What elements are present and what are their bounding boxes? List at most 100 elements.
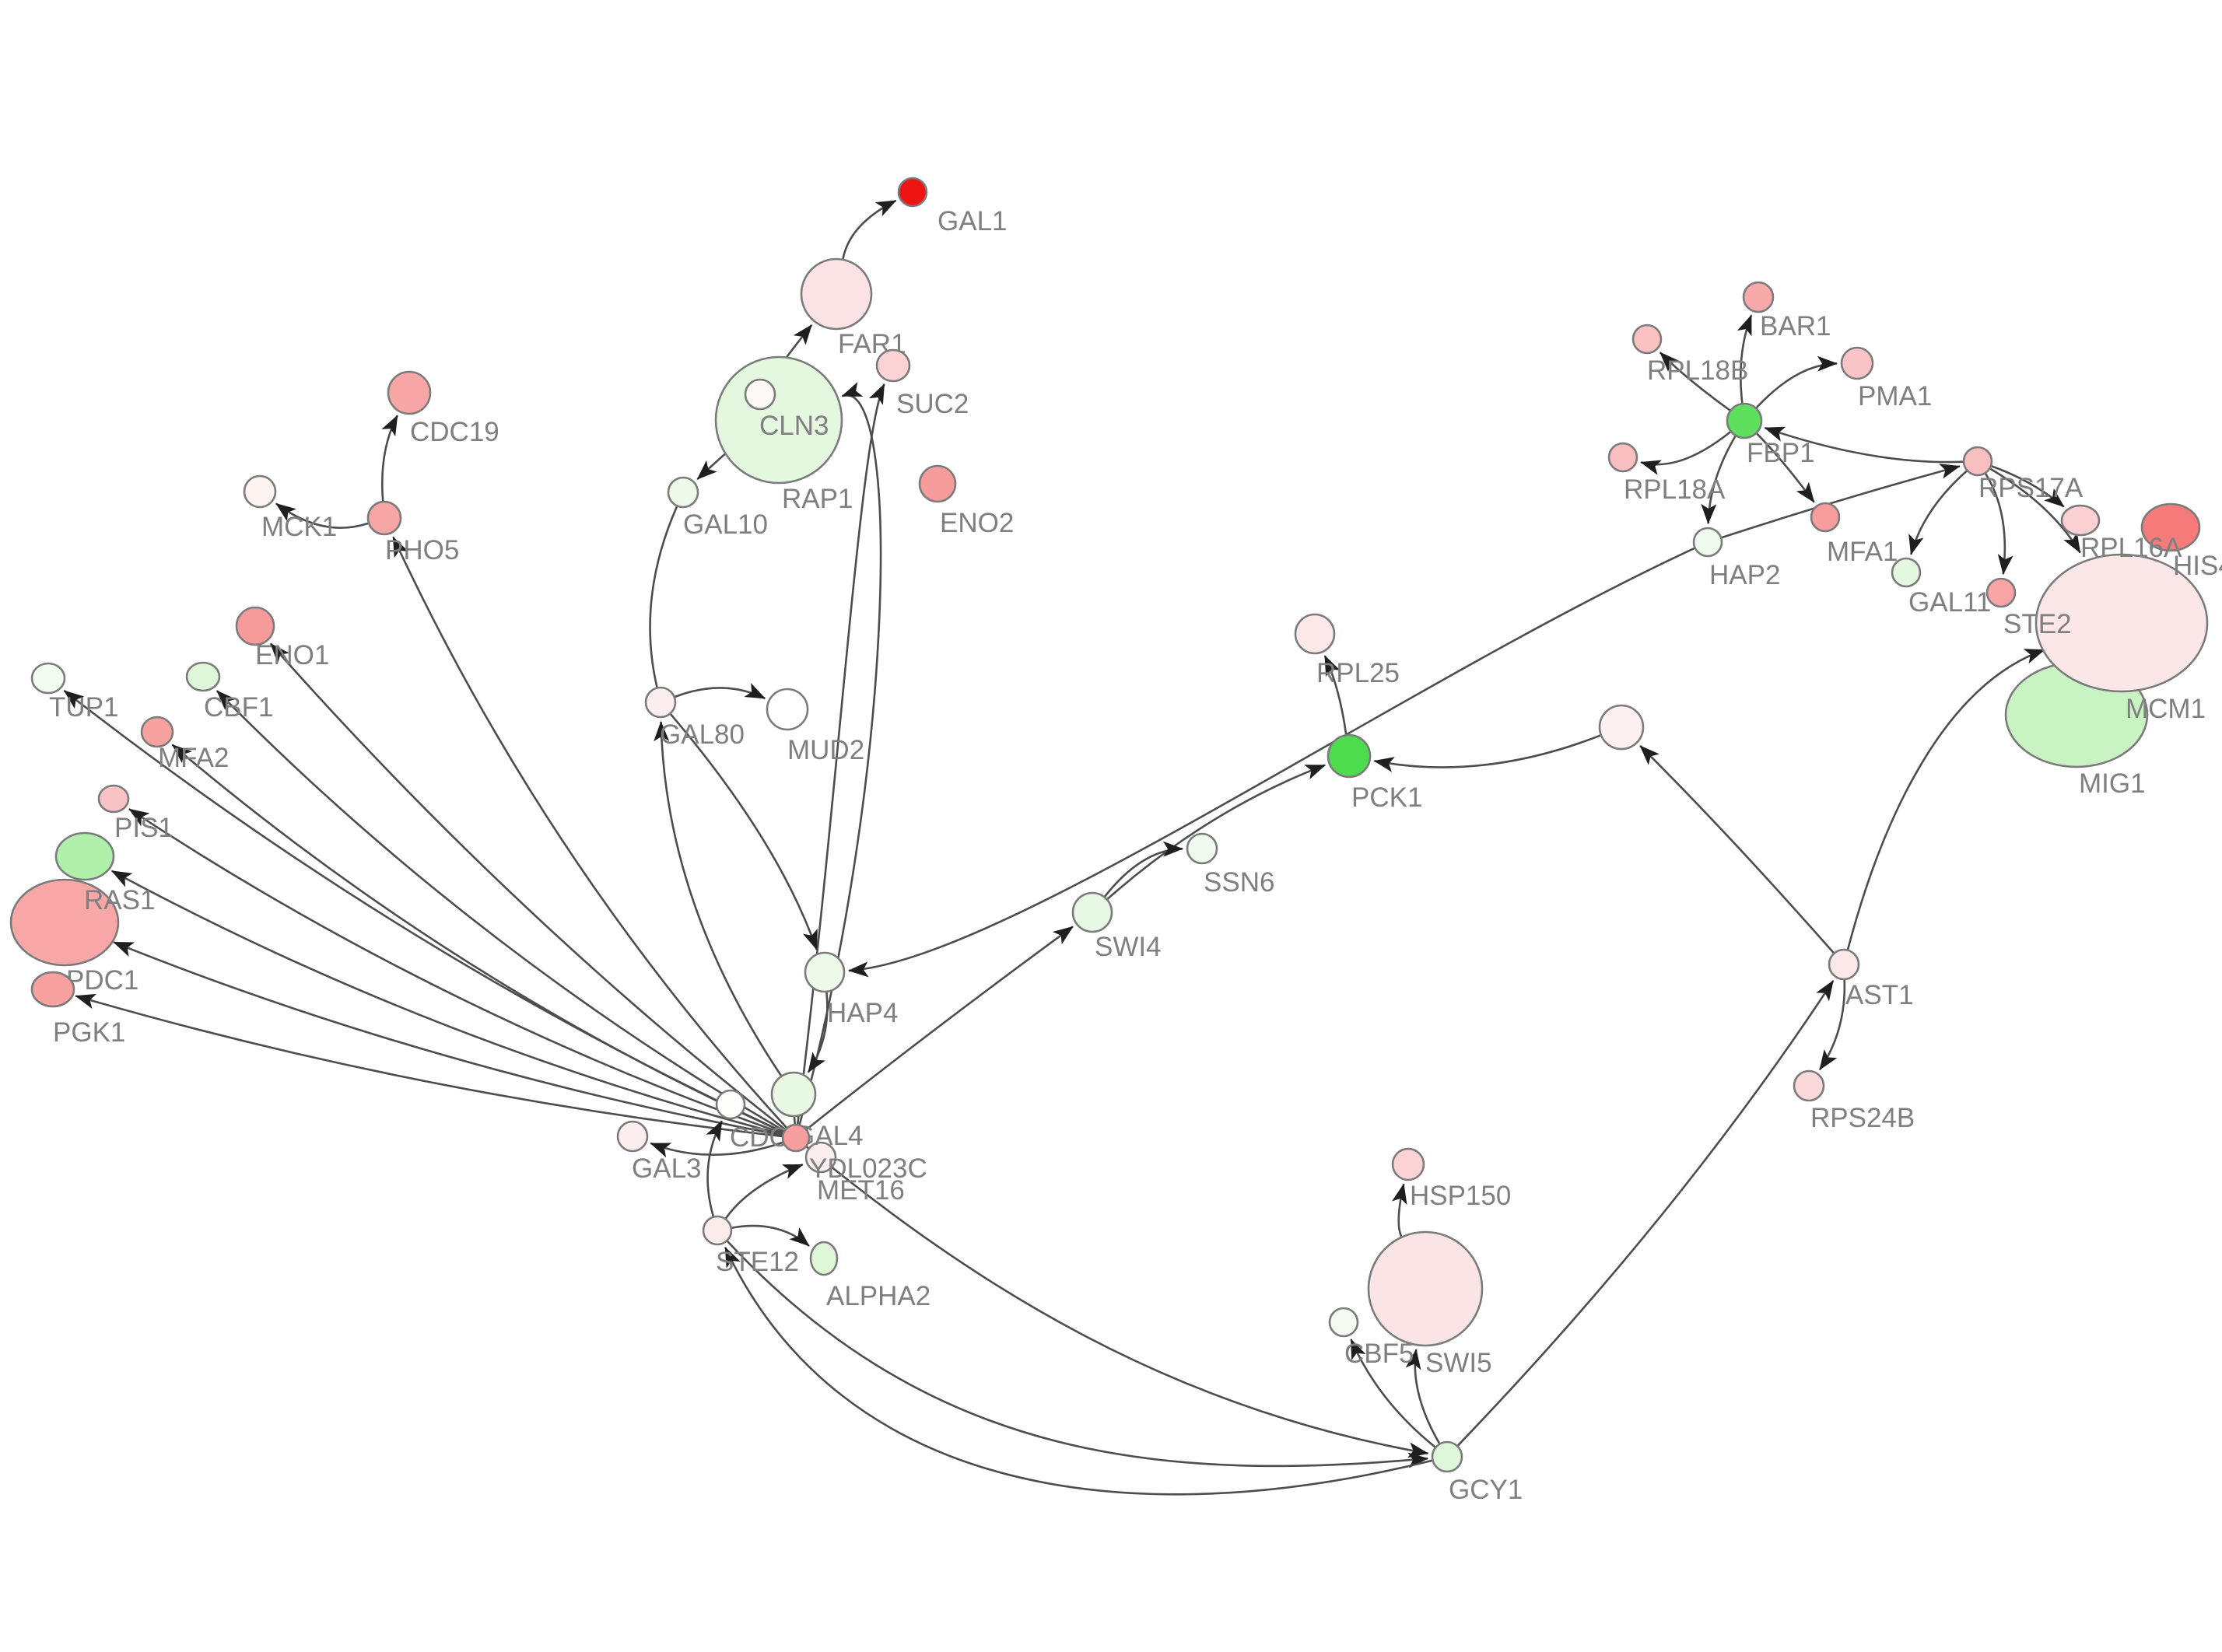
edge-FAR1-GAL1[interactable] [842, 199, 897, 260]
node-MFA1[interactable] [1810, 502, 1841, 533]
node-CBF5[interactable] [1328, 1307, 1359, 1338]
node-GAL1[interactable] [897, 177, 928, 208]
node-RPS17A[interactable] [1962, 446, 1993, 477]
node-RPL25[interactable] [1294, 613, 1336, 655]
edge-FBP1-RPL18B[interactable] [1659, 352, 1731, 411]
node-RAS1[interactable] [54, 831, 115, 881]
node-GAL11[interactable] [1891, 557, 1922, 588]
node-FBP1[interactable] [1726, 402, 1763, 439]
node-GAL80[interactable] [644, 686, 677, 719]
edge-YDL023C-PIS1[interactable] [128, 808, 783, 1135]
edge-GCY1-AST1[interactable] [1456, 980, 1835, 1447]
edge-PHO5-MCK1[interactable] [275, 502, 369, 529]
node-UNNAMED[interactable] [1598, 704, 1645, 751]
edge-STE12-CDC6[interactable] [706, 1120, 723, 1217]
edge-FBP1-PMA1[interactable] [1755, 355, 1838, 409]
node-MFA2[interactable] [140, 716, 174, 748]
edge-RPS17A-MCM1[interactable] [1989, 467, 2081, 554]
node-AST1[interactable] [1828, 948, 1860, 981]
node-CDC19[interactable] [387, 370, 432, 415]
edge-RPS17A-GAL11[interactable] [1908, 470, 1968, 555]
edge-RPS17A-RPL16A[interactable] [1991, 465, 2065, 508]
node-RPL16A[interactable] [2060, 504, 2101, 537]
edge-RAP1-GAL10[interactable] [696, 453, 726, 480]
node-ALPHA2[interactable] [809, 1241, 839, 1276]
edge-GAL4-GAL80[interactable] [654, 720, 782, 1076]
node-RPL18B[interactable] [1631, 324, 1663, 355]
edge-FBP1-MFA1[interactable] [1756, 432, 1815, 503]
node-PMA1[interactable] [1840, 346, 1874, 380]
node-ENO2[interactable] [918, 464, 957, 503]
node-HIS4[interactable] [2140, 502, 2201, 552]
node-TUP1[interactable] [30, 662, 66, 695]
edge-FBP1-HAP2[interactable] [1701, 436, 1737, 525]
edge-STE12-ALPHA2[interactable] [731, 1224, 810, 1247]
node-SSN6[interactable] [1186, 832, 1218, 865]
edge-GAL80-MUD2[interactable] [675, 683, 766, 700]
node-GAL4[interactable] [770, 1071, 817, 1118]
node-MCK1[interactable] [243, 474, 277, 509]
edge-RPS17A-STE2[interactable] [1984, 473, 2013, 576]
edge-FBP1-BAR1[interactable] [1737, 314, 1753, 404]
edge-AST1-MCM1[interactable] [1846, 649, 2045, 950]
edge-YDL023C-ENO1[interactable] [269, 642, 786, 1130]
edge-HAP4-GAL4[interactable] [807, 992, 829, 1073]
node-PGK1[interactable] [30, 971, 75, 1008]
edge-SWI5-HSP150[interactable] [1391, 1183, 1407, 1237]
node-PDC1[interactable] [9, 878, 120, 967]
node-GCY1[interactable] [1431, 1440, 1463, 1473]
node-RPL18A[interactable] [1607, 442, 1638, 473]
edge-YDL023C-CBF1[interactable] [216, 690, 785, 1132]
node-SUC2[interactable] [875, 348, 911, 383]
edge-HAP2-HAP4[interactable] [847, 547, 1695, 978]
node-CBF1[interactable] [185, 661, 221, 692]
edge-YDL023C-GCY1[interactable] [806, 1146, 1429, 1458]
node-STE2[interactable] [1985, 577, 2017, 608]
node-STE12[interactable] [702, 1215, 733, 1246]
edge-YDL023C-PDC1[interactable] [113, 941, 783, 1136]
edge-STE12-MET16[interactable] [724, 1164, 804, 1220]
edge-PCK1-RPL25[interactable] [1323, 655, 1348, 735]
edge-AST1-RPS24B[interactable] [1818, 979, 1846, 1071]
edge-PHO5-CDC19[interactable] [380, 415, 398, 502]
node-CDC6[interactable] [715, 1089, 746, 1120]
node-PIS1[interactable] [97, 784, 130, 814]
edge-HAP2-RPS17A[interactable] [1721, 464, 1961, 539]
edge-YDL023C-RAS1[interactable] [110, 870, 783, 1136]
edge-AST1-UNNAMED[interactable] [1639, 745, 1835, 954]
node-HAP4[interactable] [804, 951, 846, 993]
edge-FBP1-RPL18A[interactable] [1640, 431, 1731, 475]
node-SWI4[interactable] [1071, 891, 1113, 933]
node-GAL10[interactable] [667, 476, 699, 509]
node-BAR1[interactable] [1742, 281, 1775, 313]
node-PHO5[interactable] [366, 500, 402, 536]
edge-SWI4-SSN6[interactable] [1104, 841, 1183, 898]
node-RPS24B[interactable] [1793, 1069, 1825, 1102]
node-SWI5[interactable] [1367, 1230, 1484, 1347]
node-HSP150[interactable] [1391, 1147, 1425, 1181]
node-MUD2[interactable] [766, 688, 809, 731]
node-HAP2[interactable] [1692, 527, 1723, 558]
edge-STE12-GCY1[interactable] [727, 1241, 1429, 1468]
node-CLN3[interactable] [744, 378, 776, 411]
edge-GCY1-STE12[interactable] [724, 1246, 1432, 1496]
edge-GAL80-HAP4[interactable] [669, 713, 818, 950]
edge-GCY1-SWI5[interactable] [1405, 1349, 1441, 1444]
edge-GAL10-GAL80[interactable] [649, 506, 678, 688]
node-ENO1[interactable] [235, 606, 275, 646]
node-FAR1[interactable] [800, 257, 873, 331]
edge-YDL023C-SWI4[interactable] [806, 926, 1074, 1130]
edge-UNNAMED-PCK1[interactable] [1373, 734, 1601, 772]
edge-YDL023C-GAL3[interactable] [650, 1141, 783, 1158]
node-GAL3[interactable] [616, 1120, 649, 1153]
node-MET16[interactable] [804, 1141, 837, 1174]
edge-RPS17A-FBP1[interactable] [1764, 426, 1964, 464]
edge-YDL023C-PHO5[interactable] [392, 536, 787, 1129]
node-YDL023C[interactable] [781, 1123, 811, 1153]
node-MCM1[interactable] [2034, 553, 2209, 693]
edge-YDL023C-MFA2[interactable] [171, 744, 784, 1133]
node-PCK1[interactable] [1327, 733, 1372, 779]
edge-SWI4-PCK1[interactable] [1106, 764, 1327, 900]
